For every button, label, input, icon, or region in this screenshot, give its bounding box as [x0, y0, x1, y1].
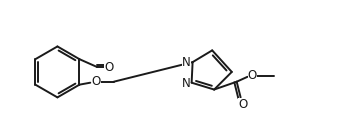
Text: O: O: [92, 75, 101, 88]
Text: O: O: [238, 98, 247, 111]
Text: N: N: [182, 56, 191, 69]
Text: O: O: [104, 61, 113, 74]
Text: O: O: [248, 69, 257, 82]
Text: N: N: [181, 77, 190, 90]
